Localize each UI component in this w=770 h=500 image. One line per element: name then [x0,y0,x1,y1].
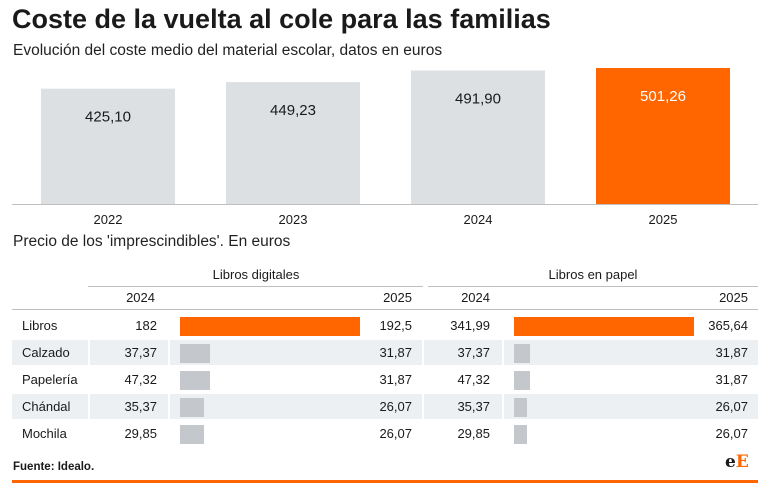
digital-2025-value: 31,87 [379,372,412,387]
digital-2024-value: 182 [135,318,157,333]
table-title: Precio de los 'imprescindibles'. En euro… [13,233,291,250]
bar-2025 [596,68,730,204]
row-label: Libros [22,318,58,333]
paper-2024-value: 37,37 [457,345,490,360]
chart-subtitle: Evolución del coste medio del material e… [13,42,443,59]
x-tick-label: 2024 [464,212,493,227]
year-header-digital-2024: 2024 [126,290,155,305]
digital-mini-bar [180,371,210,390]
paper-2024-value: 47,32 [457,372,490,387]
bar-2023 [226,82,360,204]
digital-2025-value: 192,5 [379,318,412,333]
row-label: Mochila [22,426,67,441]
digital-2024-value: 47,32 [124,372,157,387]
column-separator [422,421,424,446]
column-separator [168,340,170,365]
column-separator [502,313,504,338]
digital-mini-bar [180,317,360,336]
paper-2024-value: 29,85 [457,426,490,441]
column-separator [168,421,170,446]
year-header-digital-2025: 2025 [383,290,412,305]
bar-2024 [411,70,545,204]
paper-2024-value: 341,99 [450,318,490,333]
table-row: Papelería 47,32 31,87 47,32 31,87 [12,367,758,392]
paper-2025-value: 365,64 [708,318,748,333]
digital-2024-value: 29,85 [124,426,157,441]
row-label: Calzado [22,345,70,360]
ee-logo: eE [725,452,749,472]
group-rule-paper [428,286,758,287]
digital-2025-value: 26,07 [379,399,412,414]
column-separator [88,340,90,365]
table-row: Calzado 37,37 31,87 37,37 31,87 [12,340,758,365]
column-separator [422,367,424,392]
paper-mini-bar [514,398,527,417]
logo-part-2: E [735,452,749,472]
paper-2025-value: 26,07 [715,399,748,414]
bar-value-label: 425,10 [85,109,131,126]
column-separator [88,367,90,392]
column-separator [422,340,424,365]
source-note: Fuente: Idealo. [13,461,95,473]
bar-value-label: 501,26 [640,88,686,105]
paper-mini-bar [514,425,527,444]
paper-mini-bar [514,344,530,363]
x-tick-label: 2022 [94,212,123,227]
digital-2025-value: 31,87 [379,345,412,360]
group-rule-digital [88,286,423,287]
column-separator [502,340,504,365]
table-row: Libros 182 192,5 341,99 365,64 [12,313,758,338]
paper-2024-value: 35,37 [457,399,490,414]
x-tick-label: 2023 [279,212,308,227]
column-separator [168,313,170,338]
header-rule [12,309,758,310]
year-header-paper-2025: 2025 [719,290,748,305]
x-tick-label: 2025 [649,212,678,227]
column-separator [422,394,424,419]
column-separator [502,421,504,446]
column-separator [168,394,170,419]
bar-value-label: 449,23 [270,102,316,119]
column-separator [502,394,504,419]
row-label: Chándal [22,399,71,414]
bar-chart: 425,10 2022 449,23 2023 491,90 2024 501,26 2025 [12,68,758,227]
digital-2024-value: 35,37 [124,399,157,414]
digital-mini-bar [180,425,205,444]
paper-2025-value: 26,07 [715,426,748,441]
column-separator [422,313,424,338]
column-separator [168,367,170,392]
table-row: Chándal 35,37 26,07 35,37 26,07 [12,394,758,419]
column-separator [88,421,90,446]
paper-mini-bar [514,371,530,390]
group-header-paper: Libros en papel [548,267,638,282]
digital-2025-value: 26,07 [379,426,412,441]
chart-title: Coste de la vuelta al cole para las fami… [12,4,551,34]
bottom-accent-line [12,480,758,483]
digital-mini-bar [180,344,210,363]
digital-mini-bar [180,398,205,417]
column-separator [88,394,90,419]
column-separator [88,313,90,338]
year-header-paper-2024: 2024 [461,290,490,305]
logo-part-1: e [725,452,736,472]
bar-value-label: 491,90 [455,91,501,108]
paper-2025-value: 31,87 [715,345,748,360]
bar-2022 [41,88,175,204]
column-separator [502,367,504,392]
table-row: Mochila 29,85 26,07 29,85 26,07 [12,421,758,446]
row-label: Papelería [22,372,78,387]
paper-2025-value: 31,87 [715,372,748,387]
group-header-digital: Libros digitales [212,267,300,282]
digital-2024-value: 37,37 [124,345,157,360]
paper-mini-bar [514,317,694,336]
